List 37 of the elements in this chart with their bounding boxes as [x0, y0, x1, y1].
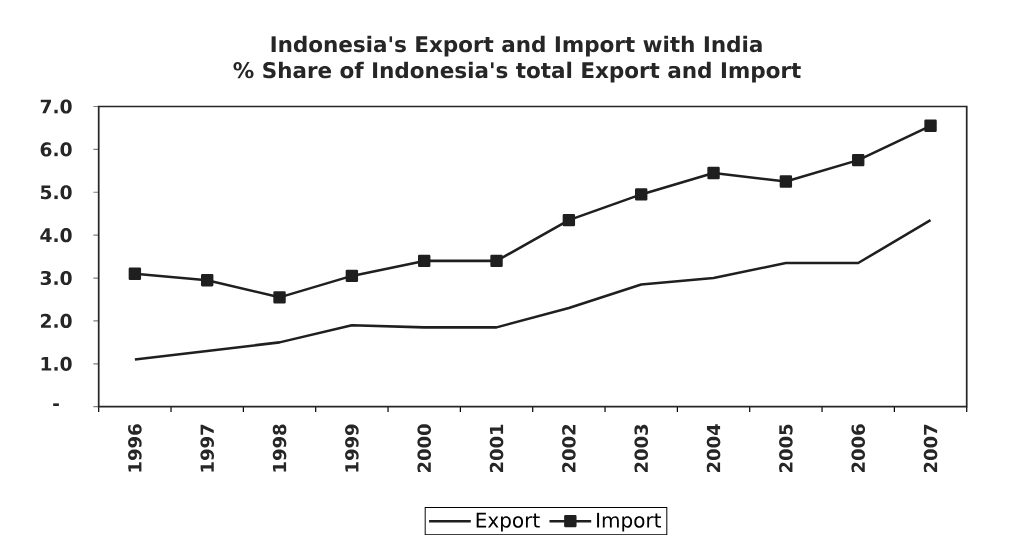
x-tick-label: 1997	[200, 424, 214, 472]
y-tick-label: 3.0	[40, 270, 72, 286]
point	[707, 166, 720, 180]
y-tick-label: -	[53, 403, 59, 406]
point	[345, 269, 359, 283]
y-tick-label: 7.0	[40, 99, 72, 114]
line-series	[133, 218, 932, 361]
point	[852, 153, 865, 167]
point	[128, 267, 142, 280]
y-tick-label: 2.0	[40, 313, 72, 328]
point	[418, 254, 431, 268]
y-tick-label: 4.0	[40, 228, 72, 243]
point	[779, 175, 793, 188]
x-tick-label: 2004	[706, 424, 721, 473]
chart-title: Indonesia's Export and Import with India	[271, 35, 762, 57]
x-tick-label: 2006	[851, 424, 866, 473]
legend-label: Import	[597, 512, 662, 532]
legend-label: Export	[476, 512, 540, 532]
x-tick-label: 1996	[128, 424, 142, 472]
x-tick-label: 2005	[779, 424, 793, 473]
x-tick-label: 2002	[562, 424, 576, 473]
point	[490, 254, 503, 268]
x-tick-label: 1998	[272, 424, 287, 472]
point	[201, 273, 214, 287]
chart-subtitle: % Share of Indonesia's total Export and Import	[233, 61, 801, 83]
point	[635, 188, 648, 201]
x-tick-label: 2001	[489, 424, 504, 473]
x-tick-label: 2007	[923, 424, 938, 473]
point	[562, 213, 576, 227]
x-tick-label: 2003	[634, 424, 649, 473]
x-tick-label: 1999	[345, 424, 359, 472]
y-tick-label: 6.0	[40, 142, 72, 157]
y-tick-label: 1.0	[41, 356, 72, 371]
point	[924, 119, 937, 132]
point	[273, 291, 286, 304]
x-tick-label: 2000	[417, 424, 432, 473]
y-tick-label: 5.0	[40, 185, 72, 200]
